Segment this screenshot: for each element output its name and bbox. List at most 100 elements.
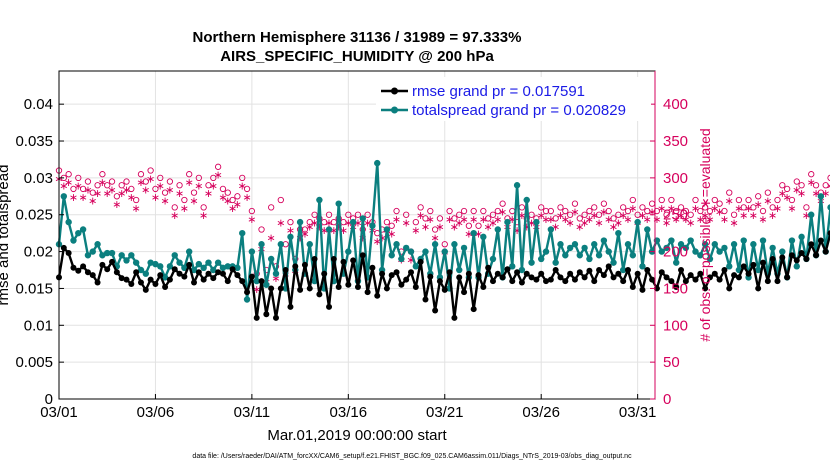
totalspread-point <box>687 237 694 244</box>
obs-possible-marker <box>740 204 747 211</box>
obs-evaluated-marker: ∗ <box>88 194 97 207</box>
totalspread-point <box>402 244 410 252</box>
obs-evaluated-marker: ∗ <box>594 217 603 230</box>
totalspread-point <box>673 259 680 266</box>
obs-possible-marker <box>769 204 776 211</box>
rmse-point <box>229 266 236 273</box>
obs-evaluated-marker: ∗ <box>696 213 705 226</box>
obs-possible-marker <box>186 171 193 178</box>
rmse-point <box>388 272 395 279</box>
rmse-point <box>774 278 781 285</box>
obs-possible-marker <box>774 196 781 204</box>
obs-evaluated-marker: ∗ <box>599 206 608 219</box>
obs-possible-marker <box>571 200 579 207</box>
totalspread-point <box>518 266 526 274</box>
totalspread-point <box>509 263 516 270</box>
obs-evaluated-marker: ∗ <box>715 206 724 219</box>
obs-possible-marker <box>489 211 497 218</box>
obs-evaluated-marker: ∗ <box>74 180 83 193</box>
totalspread-point <box>75 229 82 237</box>
obs-evaluated-marker: ∗ <box>98 176 107 189</box>
obs-evaluated-marker: ∗ <box>363 217 372 230</box>
rmse-point <box>118 275 125 282</box>
rmse-point <box>321 270 328 277</box>
obs-evaluated-marker: ∗ <box>729 217 738 230</box>
rmse-point <box>596 267 603 274</box>
obs-evaluated-marker: ∗ <box>566 217 575 230</box>
y-right-tick-label: 150 <box>663 280 688 297</box>
rmse-point <box>104 266 111 273</box>
obs-evaluated-marker: ∗ <box>214 169 223 182</box>
obs-possible-marker <box>142 178 149 185</box>
totalspread-point <box>345 248 352 255</box>
obs-possible-marker <box>812 182 820 189</box>
rmse-point <box>769 255 776 262</box>
obs-possible-marker <box>229 196 236 204</box>
totalspread-point <box>750 241 757 248</box>
obs-possible-marker <box>716 200 723 207</box>
obs-possible-marker <box>692 196 699 204</box>
obs-evaluated-marker: ∗ <box>691 202 700 215</box>
obs-evaluated-marker: ∗ <box>320 224 329 237</box>
obs-evaluated-marker: ∗ <box>353 217 362 230</box>
rmse-point <box>200 276 207 283</box>
obs-evaluated-marker: ∗ <box>512 224 521 237</box>
obs-possible-marker <box>137 171 145 178</box>
rmse-point <box>162 283 169 290</box>
obs-evaluated-marker: ∗ <box>103 187 112 200</box>
totalspread-point <box>123 257 130 264</box>
obs-evaluated-marker: ∗ <box>546 213 555 226</box>
rmse-point <box>191 279 198 286</box>
obs-possible-marker <box>277 196 284 204</box>
obs-possible-marker <box>735 196 743 204</box>
obs-possible-marker <box>697 207 704 215</box>
rmse-point <box>827 230 830 237</box>
rmse-point <box>465 270 472 277</box>
totalspread-point <box>779 248 786 255</box>
obs-evaluated-marker: ∗ <box>305 220 314 233</box>
totalspread-point <box>248 248 256 255</box>
rmse-point <box>195 269 202 276</box>
rmse-point <box>142 286 149 293</box>
rmse-point <box>287 303 294 310</box>
obs-evaluated-marker: ∗ <box>59 180 68 193</box>
rmse-point <box>181 273 188 280</box>
obs-evaluated-marker: ∗ <box>387 228 396 241</box>
obs-evaluated-marker: ∗ <box>127 191 136 204</box>
obs-possible-marker <box>639 204 646 211</box>
rmse-point <box>99 261 106 268</box>
totalspread-point <box>99 252 106 259</box>
obs-possible-marker <box>798 182 805 189</box>
totalspread-point <box>118 252 125 259</box>
obs-possible-marker <box>306 218 313 226</box>
totalspread-point <box>214 259 222 266</box>
totalspread-point <box>398 255 405 263</box>
rmse-point <box>263 311 270 318</box>
obs-evaluated-marker: ∗ <box>479 213 488 226</box>
rmse-point <box>668 278 675 285</box>
totalspread-point <box>489 255 497 263</box>
totalspread-point <box>60 193 68 200</box>
obs-evaluated-marker: ∗ <box>160 194 169 207</box>
totalspread-point <box>311 277 318 285</box>
obs-evaluated-marker: ∗ <box>295 231 304 244</box>
obs-possible-marker <box>460 207 468 215</box>
rmse-point <box>89 272 96 279</box>
obs-evaluated-marker: ∗ <box>156 180 165 193</box>
obs-evaluated-marker: ∗ <box>623 213 632 226</box>
obs-evaluated-marker: ∗ <box>676 209 685 222</box>
obs-evaluated-marker: ∗ <box>117 187 126 200</box>
obs-possible-marker <box>566 211 574 218</box>
rmse-point <box>480 283 487 290</box>
obs-possible-marker <box>538 204 545 211</box>
obs-evaluated-marker: ∗ <box>209 180 218 193</box>
obs-possible-marker <box>224 189 231 196</box>
obs-evaluated-marker: ∗ <box>107 183 116 196</box>
obs-evaluated-marker: ∗ <box>377 231 386 244</box>
obs-possible-marker <box>393 207 400 215</box>
obs-evaluated-marker: ∗ <box>493 213 502 226</box>
obs-possible-marker <box>99 171 106 178</box>
totalspread-point <box>195 260 203 268</box>
obs-evaluated-marker: ∗ <box>787 202 796 215</box>
obs-evaluated-marker: ∗ <box>681 213 690 226</box>
